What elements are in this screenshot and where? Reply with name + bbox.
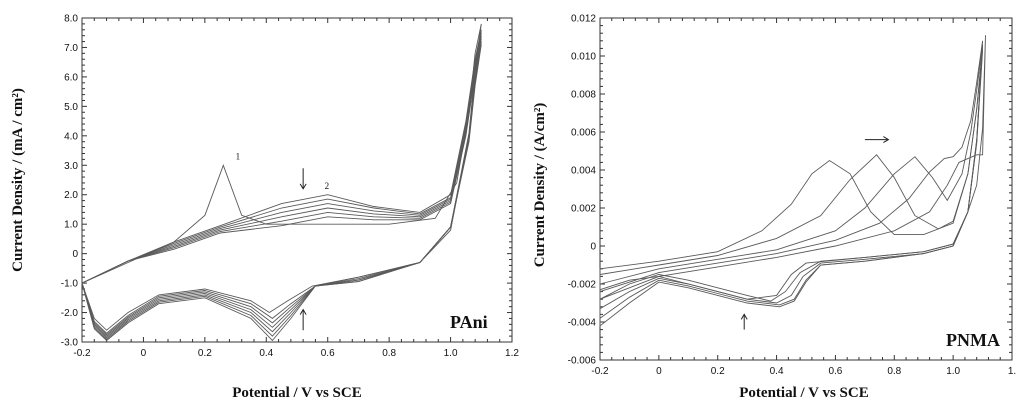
y-tick-label: 3.0 [64, 161, 78, 172]
arrow-down-head [299, 183, 307, 190]
cv-cycle-7-line [81, 44, 482, 342]
y-tick-label: -0.006 [568, 356, 597, 367]
x-tick-label: 0.4 [770, 366, 784, 377]
x-tick-label: 0.8 [382, 348, 396, 359]
x-tick-label: 0 [141, 348, 147, 359]
x-tick-label: -0.2 [73, 348, 91, 359]
plot-frame [599, 17, 1013, 361]
y-tick-label: 6.0 [64, 72, 78, 83]
y-tick-label: 0.008 [571, 90, 596, 101]
x-tick-label: 1.2 [505, 348, 519, 359]
x-tick-label: 0 [656, 366, 662, 377]
x-tick-label: 1. [1008, 366, 1016, 377]
cv-cycle-4-line [599, 40, 984, 320]
arrow-up-head [299, 308, 307, 315]
annotation-group [740, 136, 890, 330]
x-axis-title: Potential / V vs SCE [232, 385, 361, 401]
y-tick-label: 0 [72, 249, 78, 260]
x-tick-label: 0.2 [711, 366, 725, 377]
tick-group: -0.2 0 0.2 0.4 0.6 0.8 1.0 1.2 -3.0 -2.0 -1.0 0 1.0 2… [61, 14, 520, 360]
panel-label: PNMA [946, 330, 1000, 350]
y-tick-label: 0 [590, 242, 596, 253]
cv-cycle-6-line [81, 41, 482, 340]
cv-cycle-3-line [81, 32, 482, 336]
cv-cycle-5-line [81, 38, 482, 339]
plot-frame [81, 17, 513, 343]
arrow-right-head [883, 136, 890, 144]
x-tick-label: 1.0 [946, 366, 960, 377]
y-tick-label: -1.0 [61, 279, 79, 290]
y-axis-title: Current Density / (A/cm²) [532, 103, 548, 268]
x-tick-label: 0.2 [198, 348, 212, 359]
y-tick-label: 0.010 [571, 52, 596, 63]
cv-cycle-2-line [599, 50, 984, 302]
x-tick-label: 0.4 [259, 348, 273, 359]
y-tick-label: 1.0 [64, 220, 78, 231]
cv-cycle-2-line [81, 29, 482, 334]
x-tick-label: 1.0 [444, 348, 458, 359]
y-tick-label: -2.0 [61, 308, 79, 319]
y-tick-label: 2.0 [64, 190, 78, 201]
y-tick-label: 0.006 [571, 128, 596, 139]
cycle-number-label: 2 [325, 181, 330, 191]
cv-cycle-1-line [599, 46, 984, 300]
annotation-group: 12 [236, 151, 330, 331]
y-tick-label: 0.004 [571, 166, 596, 177]
chart-panel-pani: -0.2 0 0.2 0.4 0.6 0.8 1.0 1.2 -3.0 -2.0 -1.0 0 1.0 2… [10, 14, 519, 402]
chart-panel-pnma: -0.2 0 0.2 0.4 0.6 0.8 1.0 1. -0.006 -0.004 -0.002… [532, 14, 1016, 402]
cv-cycle-1-line [81, 23, 482, 331]
cycle-traces [599, 35, 986, 327]
x-tick-label: 0.8 [887, 366, 901, 377]
y-tick-label: 0.012 [571, 14, 596, 25]
y-tick-label: 7.0 [64, 43, 78, 54]
cycle-number-label: 1 [236, 151, 241, 161]
y-tick-label: 4.0 [64, 131, 78, 142]
y-tick-label: 8.0 [64, 14, 78, 25]
y-tick-label: 5.0 [64, 102, 78, 113]
x-tick-label: -0.2 [591, 366, 609, 377]
panel-label: PAni [450, 312, 488, 332]
x-tick-label: 0.6 [828, 366, 842, 377]
cycle-traces [81, 23, 482, 342]
arrow-up-head [740, 313, 748, 320]
y-axis-title: Current Density / (mA / cm²) [10, 88, 26, 272]
y-tick-label: -3.0 [61, 338, 79, 349]
tick-group: -0.2 0 0.2 0.4 0.6 0.8 1.0 1. -0.006 -0.004 -0.002… [568, 14, 1017, 378]
y-tick-label: -0.002 [568, 280, 597, 291]
y-tick-label: 0.002 [571, 204, 596, 215]
cv-cycle-5-line [599, 35, 986, 327]
cv-cycle-4-line [81, 35, 482, 337]
x-axis-title: Potential / V vs SCE [739, 385, 868, 401]
cv-cycle-3-line [599, 44, 984, 310]
x-tick-label: 0.6 [321, 348, 335, 359]
y-tick-label: -0.004 [568, 318, 597, 329]
